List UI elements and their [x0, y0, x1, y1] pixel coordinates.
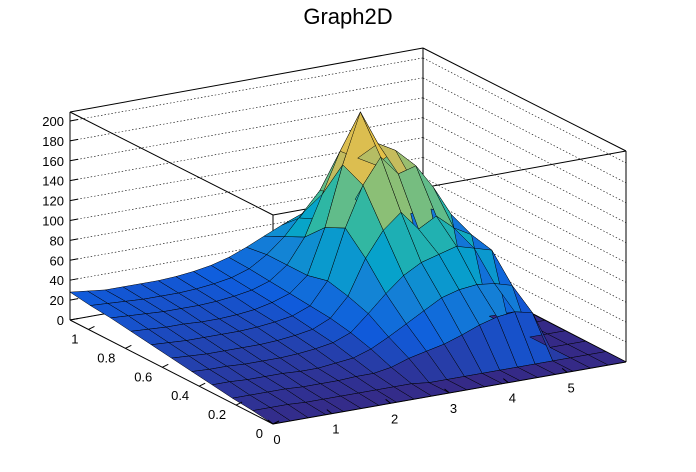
grid-line	[422, 57, 627, 164]
chart-title: Graph2D	[303, 4, 392, 29]
z-tick-label: 160	[42, 154, 64, 169]
y-tick-label: 0.2	[208, 407, 226, 422]
z-tick	[69, 198, 79, 202]
z-tick	[69, 118, 79, 122]
z-tick	[69, 178, 79, 182]
x-tick-label: 5	[568, 380, 575, 395]
z-tick-label: 120	[42, 194, 64, 209]
z-tick-label: 60	[50, 253, 64, 268]
grid-line	[422, 177, 627, 283]
grid-line	[422, 216, 627, 323]
z-tick	[69, 318, 79, 321]
back-wall	[423, 48, 626, 362]
x-tick	[503, 378, 509, 384]
x-tick	[385, 398, 391, 404]
grid-line	[422, 117, 627, 223]
z-tick-label: 80	[50, 233, 64, 248]
frame-edge	[69, 111, 274, 216]
z-tick	[69, 158, 79, 162]
x-tick-label: 4	[509, 391, 516, 406]
z-tick	[69, 238, 79, 241]
y-tick-label: 0.8	[97, 350, 115, 365]
x-tick-label: 3	[450, 401, 457, 416]
y-tick-label: 0.4	[171, 388, 189, 403]
grid-line	[69, 97, 424, 162]
frame-edge	[69, 47, 424, 113]
y-tick	[198, 382, 206, 387]
z-tick	[69, 258, 79, 261]
y-tick-label: 0.6	[134, 369, 152, 384]
grid-line	[422, 77, 627, 184]
z-tick-label: 100	[42, 213, 64, 228]
x-axis-ticks: 0 1 2 3 4 5	[267, 367, 575, 447]
y-tick	[162, 363, 169, 368]
z-tick-label: 0	[57, 313, 64, 328]
z-tick	[69, 298, 79, 301]
surface-mesh	[69, 111, 627, 425]
y-axis-line	[69, 319, 274, 425]
z-tick-label: 200	[42, 114, 64, 129]
y-axis-ticks: 0 0.2 0.4 0.6 0.8 1	[71, 326, 280, 441]
x-tick	[267, 419, 274, 425]
x-tick	[326, 409, 333, 415]
grid-line	[422, 197, 627, 303]
y-tick-label: 1	[71, 331, 78, 346]
y-tick	[88, 326, 95, 330]
x-tick	[444, 388, 450, 394]
x-tick-label: 1	[332, 422, 339, 437]
z-tick-label: 20	[50, 293, 64, 308]
grid-line	[422, 97, 627, 204]
x-tick-label: 2	[391, 411, 398, 426]
z-tick-label: 180	[42, 134, 64, 149]
frame-edge	[422, 47, 627, 152]
y-tick-label: 0	[256, 426, 263, 441]
grid-line	[422, 157, 627, 263]
grid-line	[422, 236, 627, 343]
x-tick	[561, 367, 568, 373]
z-axis-ticks: 0 20 40 60 80 100 120 140 160 180 200	[42, 114, 79, 328]
x-tick-label: 0	[273, 432, 280, 447]
z-tick	[69, 138, 79, 142]
grid-line	[422, 137, 627, 243]
grid-line	[69, 77, 424, 142]
y-tick	[125, 344, 132, 349]
z-tick	[69, 278, 79, 281]
grid-line	[69, 57, 424, 122]
z-tick	[69, 218, 79, 221]
y-tick	[235, 401, 243, 406]
y-tick	[272, 420, 280, 425]
z-tick-label: 40	[50, 273, 64, 288]
z-tick-label: 140	[42, 174, 64, 189]
